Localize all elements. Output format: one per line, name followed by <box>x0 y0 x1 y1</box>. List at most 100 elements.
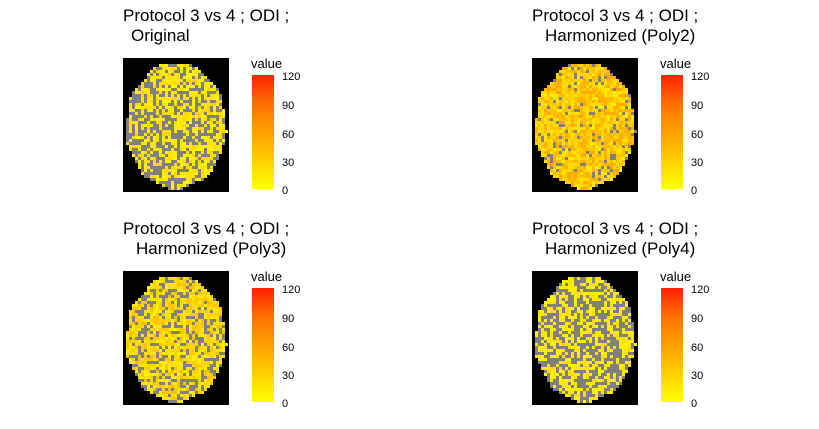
voxel <box>162 385 165 388</box>
voxel <box>586 340 589 343</box>
voxel <box>544 91 547 94</box>
voxel <box>568 301 571 304</box>
voxel <box>607 118 610 121</box>
voxel <box>583 337 586 340</box>
voxel <box>571 118 574 121</box>
voxel <box>174 163 177 166</box>
voxel <box>592 178 595 181</box>
voxel <box>189 112 192 115</box>
voxel <box>192 145 195 148</box>
legend-title: value <box>251 56 283 71</box>
voxel <box>177 376 180 379</box>
voxel <box>195 316 198 319</box>
voxel <box>580 355 583 358</box>
voxel <box>625 370 628 373</box>
voxel <box>165 166 168 169</box>
brain-voxels <box>126 277 228 403</box>
voxel <box>192 289 195 292</box>
voxel <box>619 373 622 376</box>
voxel <box>538 118 541 121</box>
voxel <box>147 367 150 370</box>
voxel <box>201 85 204 88</box>
voxel <box>156 388 159 391</box>
voxel <box>544 361 547 364</box>
voxel <box>565 163 568 166</box>
panel-title-line2: Harmonized (Poly4) <box>545 239 696 258</box>
voxel <box>541 100 544 103</box>
voxel <box>186 85 189 88</box>
voxel <box>186 127 189 130</box>
voxel <box>598 94 601 97</box>
voxel <box>144 163 147 166</box>
voxel <box>168 163 171 166</box>
voxel <box>183 124 186 127</box>
voxel <box>180 379 183 382</box>
voxel <box>544 97 547 100</box>
voxel <box>631 355 634 358</box>
voxel <box>580 157 583 160</box>
voxel <box>192 91 195 94</box>
voxel <box>198 385 201 388</box>
voxel <box>177 139 180 142</box>
voxel <box>204 346 207 349</box>
voxel <box>607 307 610 310</box>
voxel <box>201 379 204 382</box>
voxel <box>183 382 186 385</box>
voxel <box>592 79 595 82</box>
voxel <box>562 121 565 124</box>
voxel <box>195 127 198 130</box>
voxel <box>201 133 204 136</box>
voxel <box>177 301 180 304</box>
voxel <box>559 310 562 313</box>
voxel <box>165 382 168 385</box>
voxel <box>538 112 541 115</box>
voxel <box>610 82 613 85</box>
voxel <box>141 112 144 115</box>
voxel <box>589 331 592 334</box>
voxel <box>622 130 625 133</box>
voxel <box>577 322 580 325</box>
voxel <box>550 343 553 346</box>
voxel <box>210 319 213 322</box>
voxel <box>592 340 595 343</box>
voxel <box>156 316 159 319</box>
voxel <box>195 292 198 295</box>
voxel <box>562 115 565 118</box>
voxel <box>210 100 213 103</box>
voxel <box>616 331 619 334</box>
voxel <box>216 322 219 325</box>
voxel <box>571 325 574 328</box>
voxel <box>583 340 586 343</box>
voxel <box>601 307 604 310</box>
voxel <box>141 298 144 301</box>
voxel <box>577 91 580 94</box>
voxel <box>180 292 183 295</box>
voxel <box>577 94 580 97</box>
voxel <box>153 370 156 373</box>
voxel <box>159 310 162 313</box>
voxel <box>568 373 571 376</box>
voxel <box>210 109 213 112</box>
voxel <box>210 163 213 166</box>
voxel <box>159 292 162 295</box>
voxel <box>174 328 177 331</box>
voxel <box>631 136 634 139</box>
voxel <box>213 94 216 97</box>
voxel <box>586 103 589 106</box>
voxel <box>171 304 174 307</box>
voxel <box>625 307 628 310</box>
voxel <box>177 385 180 388</box>
voxel <box>168 334 171 337</box>
voxel <box>598 175 601 178</box>
voxel <box>595 79 598 82</box>
voxel <box>180 124 183 127</box>
voxel <box>598 70 601 73</box>
voxel <box>174 160 177 163</box>
voxel <box>192 73 195 76</box>
voxel <box>616 148 619 151</box>
voxel <box>201 136 204 139</box>
voxel <box>159 376 162 379</box>
voxel <box>565 154 568 157</box>
voxel <box>165 343 168 346</box>
voxel <box>616 385 619 388</box>
